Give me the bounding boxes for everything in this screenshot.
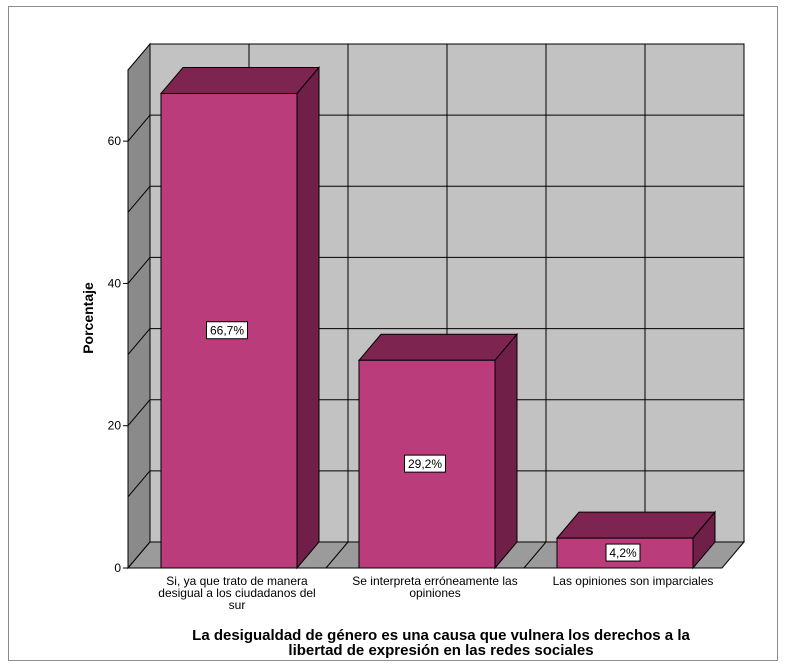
category-label-line: Se interpreta erróneamente las	[352, 574, 517, 588]
y-tick-label: 20	[108, 419, 122, 433]
category-label: Si, ya que trato de manera desigual a los…	[158, 574, 315, 612]
category-label: Se interpreta erróneamente las opiniones	[352, 574, 517, 600]
category-label-line: opiniones	[409, 586, 460, 600]
floor-gridline	[523, 541, 547, 569]
data-label: 66,7%	[206, 321, 248, 340]
y-tick-label: 0	[114, 561, 121, 575]
x-axis-title: La desigualdad de género es una causa qu…	[192, 627, 690, 659]
data-label: 29,2%	[404, 454, 446, 473]
floor-gridline	[325, 541, 349, 569]
data-label-box	[404, 454, 446, 473]
bar	[357, 332, 519, 570]
bar-top	[159, 66, 321, 94]
side-gridline	[127, 328, 151, 355]
side-gridline	[127, 399, 151, 427]
bar	[159, 66, 321, 570]
category-label-line: Si, ya que trato de manera	[166, 574, 308, 588]
data-label-box	[605, 543, 641, 562]
x-axis-label: La desigualdad de género es una causa qu…	[192, 627, 690, 659]
data-label: 4,2%	[605, 543, 641, 562]
category-label-line: sur	[229, 598, 246, 612]
bar-side	[296, 66, 320, 570]
data-label-text: 4,2%	[609, 546, 637, 560]
category-label-line: desigual a los ciudadanos del	[158, 586, 315, 600]
data-label-box	[206, 321, 248, 340]
category-label: Las opiniones son imparciales	[553, 574, 714, 588]
y-tick-label: 40	[108, 276, 122, 290]
chart-labels: 66,7% 29,2% 4,2%	[206, 321, 641, 562]
side-gridline	[127, 257, 151, 284]
data-label-text: 66,7%	[210, 324, 244, 338]
side-wall	[127, 42, 151, 570]
side-gridline	[127, 185, 151, 213]
category-labels: Si, ya que trato de manera desigual a los…	[158, 574, 713, 612]
bar-top	[555, 511, 717, 539]
x-axis-title-line: libertad de expresión en las redes socia…	[288, 642, 593, 659]
data-label-text: 29,2%	[408, 457, 442, 471]
y-axis-label: Porcentaje	[80, 282, 96, 354]
category-label-line: Las opiniones son imparciales	[553, 574, 714, 588]
x-axis-title-line: La desigualdad de género es una causa qu…	[192, 627, 690, 644]
y-tick-label: 60	[108, 134, 122, 148]
bar-side	[494, 332, 518, 570]
bar-top	[357, 333, 519, 361]
side-gridline	[127, 470, 151, 498]
side-gridline	[127, 114, 151, 142]
